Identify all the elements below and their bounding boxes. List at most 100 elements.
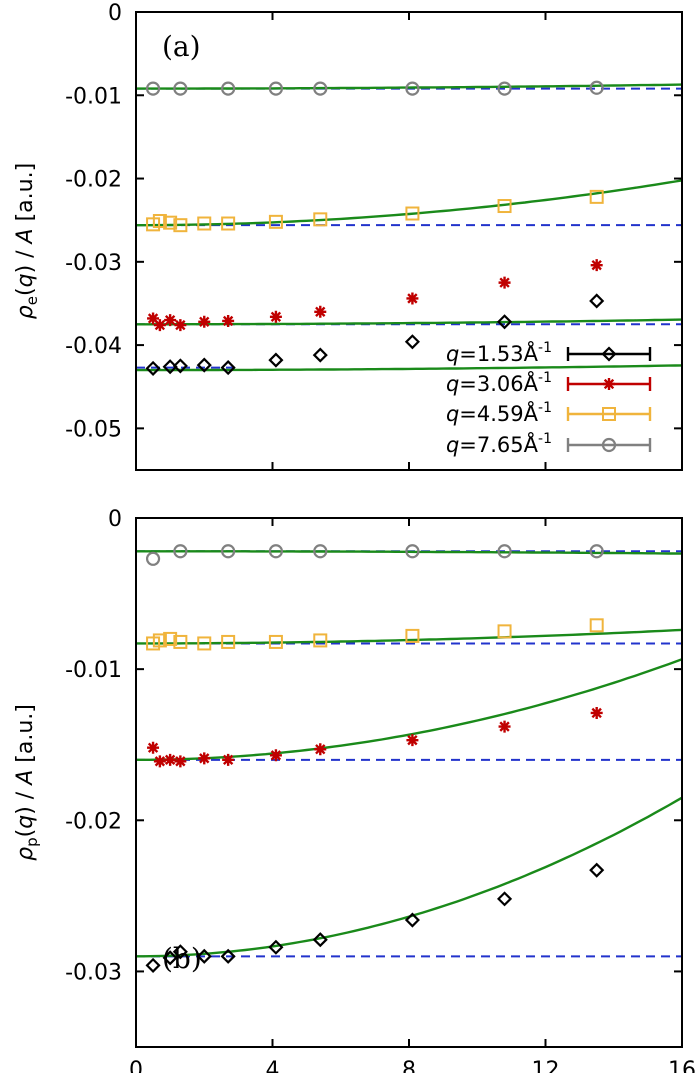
plot-frame xyxy=(135,517,683,1048)
data-point xyxy=(498,720,511,733)
data-point xyxy=(497,544,512,559)
data-point xyxy=(589,862,605,878)
data-point xyxy=(152,633,167,648)
data-point xyxy=(173,81,188,96)
data-point xyxy=(174,755,187,768)
y-tick-label: -0.02 xyxy=(65,809,122,834)
data-point xyxy=(164,314,177,327)
panel-a: 0-0.01-0.02-0.03-0.04-0.05(a)ρe(q) / A [… xyxy=(13,1,683,471)
legend-label-value: =1.53Å xyxy=(459,340,538,366)
x-tick-label: 8 xyxy=(402,1058,416,1073)
data-point xyxy=(314,305,327,318)
data-point xyxy=(173,218,188,233)
legend-marker xyxy=(601,346,617,362)
data-point xyxy=(172,944,188,960)
legend-label-variable: q xyxy=(446,342,459,366)
data-point xyxy=(406,734,419,747)
data-point xyxy=(268,352,284,368)
y-axis-label: ρp(q) / A [a.u.] xyxy=(13,704,41,861)
data-point xyxy=(220,948,236,964)
legend-label: q=7.65Å-1 xyxy=(446,431,552,457)
data-point xyxy=(269,310,282,323)
y-axis-label: ρe(q) / A [a.u.] xyxy=(13,163,41,319)
y-tick-label: -0.05 xyxy=(65,417,122,442)
data-point xyxy=(145,551,161,566)
legend-label-exponent: -1 xyxy=(538,340,552,356)
y-axis-label-variable: A xyxy=(13,770,38,787)
data-point xyxy=(404,912,420,928)
data-point xyxy=(221,81,236,96)
legend-label: q=3.06Å-1 xyxy=(446,370,552,396)
plot-area xyxy=(136,544,682,973)
data-point xyxy=(174,319,187,332)
legend-marker xyxy=(603,378,615,390)
y-axis-label-text: ( xyxy=(13,829,38,838)
panel-b: 0 -0.01 -0.02 -0.03 0 4 8 12 16 (b) ρp(q) / A [a.u… xyxy=(13,507,696,1073)
data-point xyxy=(164,753,177,766)
y-axis-label-text: ) / xyxy=(13,243,38,273)
x-tick-label: 12 xyxy=(532,1058,560,1073)
y-axis-label-subscript: e xyxy=(23,296,41,305)
data-point xyxy=(196,357,212,373)
data-point xyxy=(590,259,603,272)
data-point xyxy=(269,749,282,762)
legend-label-value: =7.65Å xyxy=(459,431,538,457)
x-tick-label: 16 xyxy=(668,1058,696,1073)
data-point xyxy=(268,544,284,559)
data-point xyxy=(221,544,236,559)
data-point xyxy=(145,360,161,376)
data-point xyxy=(497,199,512,214)
x-tick-label: 0 xyxy=(129,1058,143,1073)
data-point xyxy=(147,741,160,754)
data-point xyxy=(197,636,212,651)
legend-label-variable: q xyxy=(446,402,459,426)
data-point xyxy=(198,315,211,328)
fit-curve xyxy=(136,318,682,326)
data-point xyxy=(268,634,283,649)
legend-label: q=4.59Å-1 xyxy=(446,400,552,426)
data-point xyxy=(496,891,513,907)
data-point xyxy=(589,544,604,559)
data-point xyxy=(405,544,420,559)
data-point xyxy=(268,81,284,96)
y-axis-label-symbol: ρ xyxy=(13,305,38,319)
data-point xyxy=(163,215,178,230)
y-axis-label-variable: A xyxy=(13,228,38,245)
data-point xyxy=(145,81,161,96)
y-axis-label-variable: q xyxy=(13,815,38,829)
data-point xyxy=(405,81,420,96)
data-point xyxy=(313,81,328,96)
y-tick-label: 0 xyxy=(108,507,122,532)
legend-label-exponent: -1 xyxy=(538,370,552,386)
data-point xyxy=(589,618,604,633)
legend-label-value: =4.59Å xyxy=(459,400,538,426)
fit-curve xyxy=(136,628,682,645)
legend-marker xyxy=(602,407,616,421)
data-point xyxy=(221,216,236,231)
legend-label-variable: q xyxy=(446,372,459,396)
legend-label-value: =3.06Å xyxy=(459,370,538,396)
y-tick-label: -0.01 xyxy=(65,658,122,683)
data-point xyxy=(404,334,420,350)
data-point xyxy=(498,276,511,289)
y-axis-label-unit: [a.u.] xyxy=(13,163,38,229)
data-point xyxy=(153,319,166,332)
data-point xyxy=(220,360,236,376)
plot-area xyxy=(136,80,682,376)
data-point xyxy=(221,634,236,649)
data-point xyxy=(145,957,161,973)
legend-label-variable: q xyxy=(446,433,459,457)
y-tick-label: -0.01 xyxy=(65,84,122,109)
y-axis-label-subscript: p xyxy=(23,837,41,847)
data-point xyxy=(313,544,328,559)
fit-curve xyxy=(136,796,682,958)
data-point xyxy=(405,206,420,221)
data-point xyxy=(590,706,603,719)
data-point xyxy=(406,292,419,305)
data-point xyxy=(222,314,235,327)
data-point xyxy=(173,634,188,649)
x-tick-label: 4 xyxy=(266,1058,280,1073)
y-axis-label-variable: q xyxy=(13,273,38,287)
data-point xyxy=(222,753,235,766)
data-point xyxy=(173,544,188,559)
